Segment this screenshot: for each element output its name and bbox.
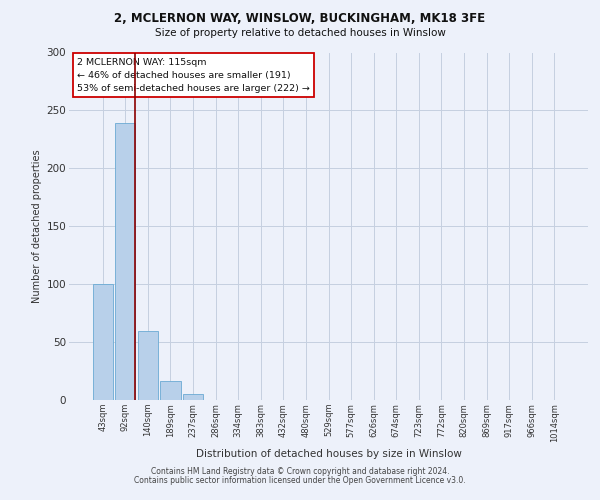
Text: Contains HM Land Registry data © Crown copyright and database right 2024.: Contains HM Land Registry data © Crown c…: [151, 467, 449, 476]
X-axis label: Distribution of detached houses by size in Winslow: Distribution of detached houses by size …: [196, 448, 461, 458]
Text: 2, MCLERNON WAY, WINSLOW, BUCKINGHAM, MK18 3FE: 2, MCLERNON WAY, WINSLOW, BUCKINGHAM, MK…: [115, 12, 485, 26]
Bar: [115, 123, 136, 400]
Y-axis label: Number of detached properties: Number of detached properties: [32, 150, 43, 303]
Bar: [92, 284, 113, 400]
Bar: [138, 330, 158, 400]
Bar: [183, 394, 203, 400]
Text: 2 MCLERNON WAY: 115sqm
← 46% of detached houses are smaller (191)
53% of semi-de: 2 MCLERNON WAY: 115sqm ← 46% of detached…: [77, 58, 310, 93]
Text: Size of property relative to detached houses in Winslow: Size of property relative to detached ho…: [155, 28, 445, 38]
Bar: [160, 382, 181, 400]
Text: Contains public sector information licensed under the Open Government Licence v3: Contains public sector information licen…: [134, 476, 466, 485]
